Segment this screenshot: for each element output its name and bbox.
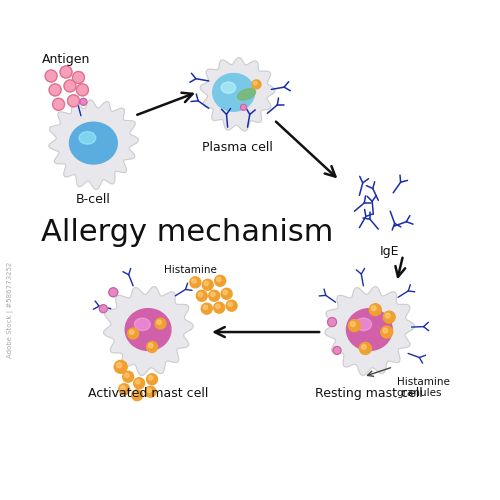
Circle shape — [198, 292, 202, 296]
Circle shape — [109, 288, 118, 296]
Ellipse shape — [356, 318, 372, 330]
Ellipse shape — [134, 318, 150, 330]
Ellipse shape — [238, 88, 256, 100]
Circle shape — [202, 280, 213, 290]
Circle shape — [370, 304, 382, 316]
Text: Histamine
granules: Histamine granules — [396, 377, 450, 398]
Circle shape — [350, 322, 356, 326]
Circle shape — [100, 304, 108, 312]
Circle shape — [254, 82, 257, 85]
Circle shape — [192, 279, 196, 283]
Polygon shape — [49, 100, 138, 190]
Circle shape — [240, 104, 246, 110]
Circle shape — [208, 290, 220, 301]
Ellipse shape — [125, 308, 171, 350]
Polygon shape — [104, 286, 193, 376]
Text: Resting mast cell: Resting mast cell — [316, 386, 423, 400]
Circle shape — [333, 346, 341, 354]
Circle shape — [64, 80, 76, 92]
Circle shape — [68, 95, 80, 107]
Circle shape — [147, 388, 152, 392]
Circle shape — [145, 386, 156, 397]
Circle shape — [49, 84, 61, 96]
Circle shape — [216, 278, 221, 281]
Circle shape — [214, 302, 224, 313]
Circle shape — [210, 292, 215, 296]
Text: IgE: IgE — [380, 245, 399, 258]
Circle shape — [122, 372, 134, 382]
Circle shape — [155, 318, 166, 329]
Circle shape — [372, 306, 376, 310]
Circle shape — [118, 384, 130, 394]
Circle shape — [383, 328, 388, 333]
Circle shape — [328, 318, 336, 326]
Circle shape — [124, 373, 129, 378]
Circle shape — [60, 66, 72, 78]
Text: B-cell: B-cell — [76, 193, 111, 206]
Ellipse shape — [346, 308, 392, 350]
Circle shape — [226, 300, 237, 311]
Text: Histamine: Histamine — [164, 265, 217, 275]
Circle shape — [130, 330, 134, 334]
Ellipse shape — [79, 132, 96, 144]
Text: Allergy mechanism: Allergy mechanism — [41, 218, 334, 247]
Circle shape — [386, 313, 390, 318]
Circle shape — [223, 290, 228, 294]
Circle shape — [148, 344, 153, 348]
Polygon shape — [200, 58, 275, 131]
Circle shape — [132, 390, 142, 400]
Ellipse shape — [70, 122, 117, 164]
Circle shape — [157, 320, 162, 324]
Circle shape — [120, 386, 125, 390]
Circle shape — [190, 277, 201, 288]
Circle shape — [381, 326, 392, 338]
Circle shape — [348, 320, 360, 332]
Circle shape — [116, 362, 121, 368]
Circle shape — [80, 98, 87, 105]
Circle shape — [72, 72, 85, 84]
Circle shape — [148, 376, 153, 380]
Circle shape — [252, 80, 261, 89]
Circle shape — [146, 342, 158, 352]
Circle shape — [52, 98, 64, 110]
Text: Plasma cell: Plasma cell — [202, 140, 273, 153]
Circle shape — [214, 276, 226, 286]
Text: Adobe Stock | #586773252: Adobe Stock | #586773252 — [8, 262, 14, 358]
Circle shape — [128, 328, 138, 339]
Circle shape — [203, 305, 207, 310]
Circle shape — [384, 311, 395, 323]
Circle shape — [360, 342, 372, 354]
Ellipse shape — [221, 82, 236, 94]
Circle shape — [221, 288, 232, 299]
Circle shape — [196, 290, 207, 301]
Circle shape — [216, 304, 220, 308]
Text: Antigen: Antigen — [42, 53, 90, 66]
Circle shape — [228, 302, 232, 306]
Circle shape — [134, 392, 138, 396]
Circle shape — [362, 344, 366, 350]
Text: Activated mast cell: Activated mast cell — [88, 386, 208, 400]
Circle shape — [114, 360, 127, 374]
Circle shape — [134, 378, 144, 388]
Circle shape — [76, 84, 88, 96]
Ellipse shape — [212, 74, 254, 112]
Circle shape — [204, 282, 208, 286]
Circle shape — [202, 303, 212, 314]
Circle shape — [45, 70, 57, 82]
Polygon shape — [325, 286, 414, 376]
Circle shape — [146, 374, 158, 384]
Circle shape — [136, 380, 140, 384]
